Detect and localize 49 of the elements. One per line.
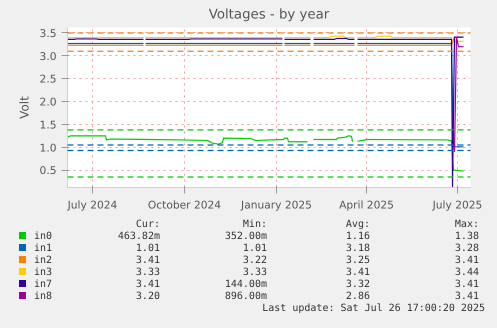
- legend-label: in3: [33, 267, 54, 279]
- y-tick-label: 1.5: [40, 118, 57, 132]
- legend-label: in8: [33, 291, 54, 303]
- text: 3.28: [454, 243, 479, 255]
- text: 1.01: [134, 243, 160, 255]
- legend-label: in2: [33, 255, 54, 267]
- text: 144.00m: [224, 279, 267, 291]
- text: 3.32: [344, 279, 370, 291]
- text: 463.82m: [116, 231, 160, 243]
- text: Last update: Sat Jul 26 17:00:20 2025: [261, 303, 485, 315]
- text: 352.00m: [224, 231, 267, 243]
- text: 3.41: [344, 267, 370, 279]
- text: 1.01: [242, 243, 267, 255]
- text: 3.33: [134, 267, 160, 279]
- x-tick-label: October 2024: [148, 198, 222, 212]
- x-tick-label: April 2025: [339, 198, 394, 212]
- text: 3.22: [242, 255, 267, 267]
- x-tick-label: January 2025: [240, 198, 312, 212]
- legend-label: in7: [33, 279, 54, 291]
- chart-title: Voltages - by year: [208, 8, 330, 22]
- text: 1.38: [454, 231, 479, 243]
- legend-label: in1: [33, 243, 54, 255]
- text: 3.25: [344, 255, 370, 267]
- text: 1.16: [344, 231, 370, 243]
- x-tick-label: July 2025: [432, 198, 482, 212]
- text: 896.00m: [224, 291, 267, 303]
- text: 3.20: [134, 291, 160, 303]
- text: Cur:: [134, 219, 160, 231]
- y-axis-title: Volt: [18, 96, 32, 119]
- text: 3.18: [344, 243, 370, 255]
- y-tick-label: 0.5: [40, 164, 57, 178]
- y-tick-label: 3.0: [40, 50, 57, 63]
- y-tick-label: 1.0: [40, 141, 57, 154]
- y-tick-label: 3.5: [40, 26, 57, 40]
- text: Min:: [242, 219, 267, 231]
- text: 3.41: [454, 291, 479, 303]
- text: Avg:: [344, 219, 370, 231]
- text: 3.41: [134, 279, 160, 291]
- x-tick-label: July 2024: [66, 198, 118, 212]
- text: Max:: [454, 219, 479, 231]
- text: 3.33: [242, 267, 267, 279]
- text: 3.41: [454, 279, 479, 291]
- text: 3.44: [454, 267, 479, 279]
- text: 3.41: [454, 255, 479, 267]
- legend-label: in0: [33, 231, 54, 243]
- text: 3.41: [134, 255, 160, 267]
- y-tick-label: 2.0: [40, 96, 57, 109]
- y-tick-label: 2.5: [40, 72, 57, 86]
- text: 2.86: [344, 291, 370, 303]
